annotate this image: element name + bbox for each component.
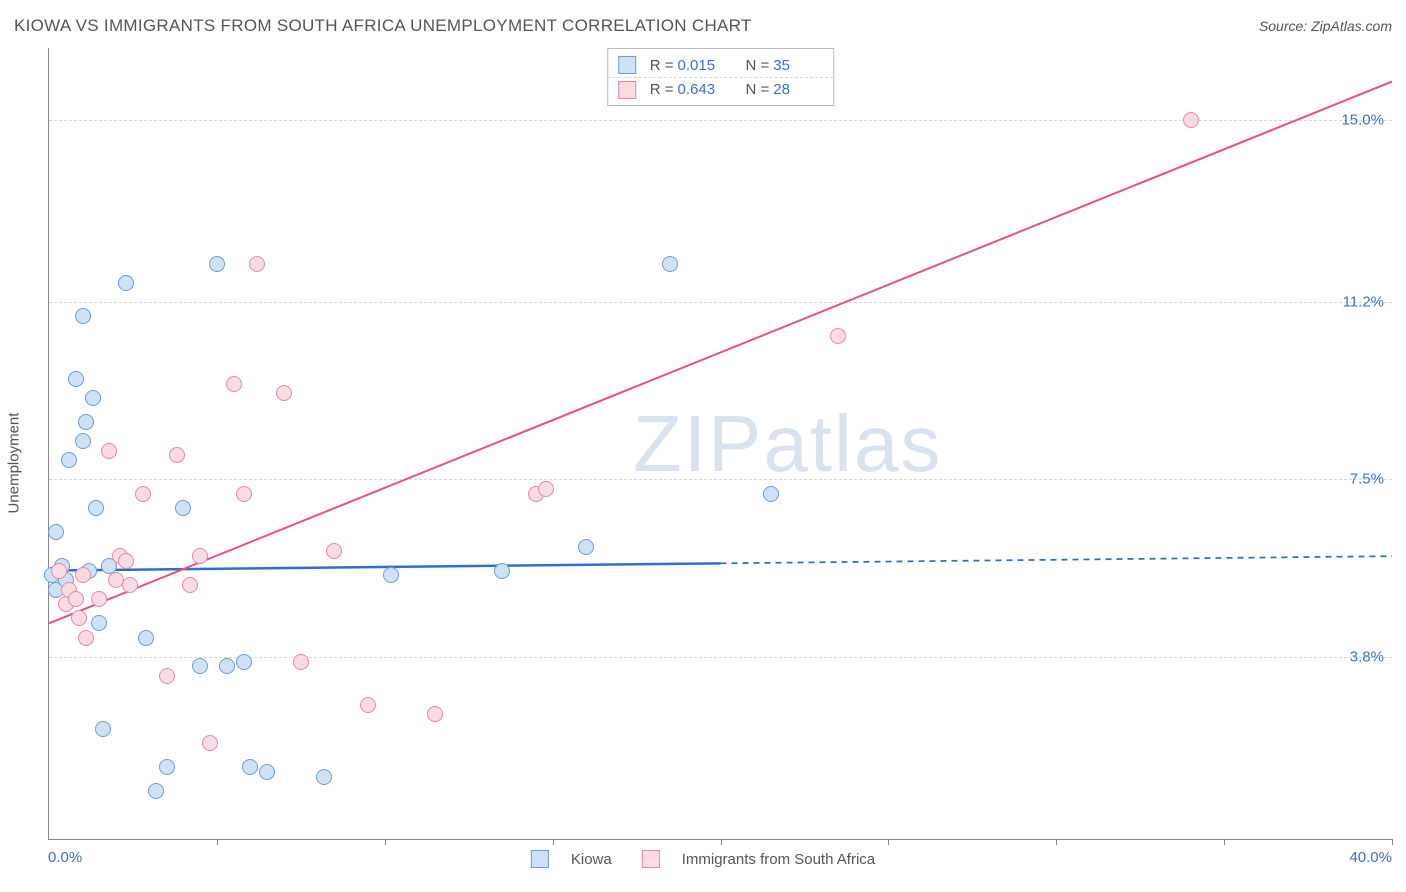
data-point	[75, 433, 91, 449]
legend-swatch	[642, 850, 660, 868]
data-point	[122, 577, 138, 593]
data-point	[192, 658, 208, 674]
data-point	[427, 706, 443, 722]
data-point	[85, 390, 101, 406]
data-point	[148, 783, 164, 799]
stats-row: R =0.643 N =28	[608, 77, 834, 101]
n-value: 35	[773, 57, 823, 74]
data-point	[236, 654, 252, 670]
data-point	[219, 658, 235, 674]
x-tick	[217, 839, 218, 845]
data-point	[95, 721, 111, 737]
x-min-label: 0.0%	[48, 849, 82, 866]
data-point	[175, 500, 191, 516]
stats-row: R =0.015 N =35	[608, 53, 834, 77]
data-point	[578, 539, 594, 555]
data-point	[138, 630, 154, 646]
data-point	[75, 567, 91, 583]
legend-label: Immigrants from South Africa	[682, 851, 875, 868]
x-max-label: 40.0%	[1349, 849, 1392, 866]
data-point	[48, 524, 64, 540]
data-point	[159, 759, 175, 775]
data-point	[249, 256, 265, 272]
data-point	[202, 735, 218, 751]
data-point	[182, 577, 198, 593]
data-point	[61, 452, 77, 468]
legend-item: Immigrants from South Africa	[642, 850, 875, 868]
data-point	[236, 486, 252, 502]
data-point	[276, 385, 292, 401]
data-point	[326, 543, 342, 559]
data-point	[91, 615, 107, 631]
data-point	[494, 563, 510, 579]
data-point	[538, 481, 554, 497]
data-point	[763, 486, 779, 502]
data-point	[209, 256, 225, 272]
data-point	[118, 553, 134, 569]
data-point	[316, 769, 332, 785]
legend-item: Kiowa	[531, 850, 612, 868]
n-value: 28	[773, 81, 823, 98]
plot-area: ZIPatlas R =0.015N =35R =0.643N =28 3.8%…	[48, 48, 1392, 840]
data-point	[75, 308, 91, 324]
legend-swatch	[618, 81, 636, 99]
chart-header: KIOWA VS IMMIGRANTS FROM SOUTH AFRICA UN…	[14, 16, 1392, 36]
data-point	[91, 591, 107, 607]
data-point	[226, 376, 242, 392]
data-point	[293, 654, 309, 670]
data-point	[192, 548, 208, 564]
data-point	[169, 447, 185, 463]
x-tick	[1224, 839, 1225, 845]
legend-label: Kiowa	[571, 851, 612, 868]
regression-line	[49, 82, 1392, 624]
x-tick	[1056, 839, 1057, 845]
r-label: R =	[650, 57, 674, 74]
data-point	[135, 486, 151, 502]
y-axis-label: Unemployment	[6, 413, 23, 514]
regression-lines	[49, 48, 1392, 839]
data-point	[68, 591, 84, 607]
data-point	[830, 328, 846, 344]
data-point	[78, 630, 94, 646]
data-point	[383, 567, 399, 583]
data-point	[88, 500, 104, 516]
x-tick	[721, 839, 722, 845]
data-point	[662, 256, 678, 272]
chart-title: KIOWA VS IMMIGRANTS FROM SOUTH AFRICA UN…	[14, 16, 752, 36]
chart-container: Unemployment ZIPatlas R =0.015N =35R =0.…	[14, 48, 1392, 878]
data-point	[259, 764, 275, 780]
r-value: 0.015	[678, 57, 728, 74]
source-label: Source:	[1259, 18, 1307, 34]
x-tick	[553, 839, 554, 845]
r-value: 0.643	[678, 81, 728, 98]
x-tick	[385, 839, 386, 845]
r-label: R =	[650, 81, 674, 98]
stats-legend: R =0.015 N =35 R =0.643 N =28	[607, 48, 835, 106]
n-label: N =	[746, 81, 770, 98]
data-point	[360, 697, 376, 713]
chart-source: Source: ZipAtlas.com	[1259, 18, 1392, 34]
data-point	[1183, 112, 1199, 128]
data-point	[51, 563, 67, 579]
x-tick	[888, 839, 889, 845]
data-point	[159, 668, 175, 684]
data-point	[68, 371, 84, 387]
legend-swatch	[618, 56, 636, 74]
regression-line-extrapolated	[721, 556, 1393, 563]
source-name: ZipAtlas.com	[1311, 18, 1392, 34]
x-tick	[1392, 839, 1393, 845]
legend-swatch	[531, 850, 549, 868]
n-label: N =	[746, 57, 770, 74]
data-point	[101, 443, 117, 459]
data-point	[118, 275, 134, 291]
series-legend: Kiowa Immigrants from South Africa	[531, 850, 875, 868]
data-point	[242, 759, 258, 775]
data-point	[78, 414, 94, 430]
data-point	[71, 610, 87, 626]
